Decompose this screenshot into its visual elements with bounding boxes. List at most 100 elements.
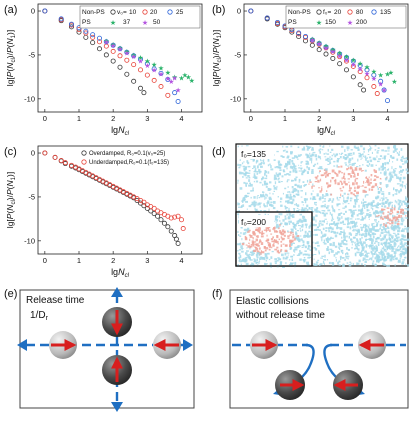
particle-dot [374,247,376,249]
data-point: ★ [316,40,322,48]
particle-dot [259,231,262,234]
legend-entry: 80 [356,9,364,16]
particle-dot [296,246,299,249]
particle-dot [264,170,267,174]
particle-dot [354,201,357,205]
particle-dot [394,228,398,230]
data-point: ★ [330,48,336,56]
particle-dot [258,226,261,229]
particle-dot [352,229,354,232]
particle-dot [364,260,367,263]
particle-dot [265,227,268,230]
particle-dot [370,246,373,250]
particle-dot [287,237,290,239]
data-point: ★ [371,75,377,83]
particle-dot [290,231,292,234]
particle-dot [244,257,247,260]
particle-dot [261,230,263,233]
particle-dot [295,228,297,230]
particle-dot [253,175,256,178]
particle-dot [326,248,329,251]
particle-dot [388,179,391,183]
particle-dot [306,261,309,265]
particle-dot [329,226,332,230]
particle-dot [347,222,351,225]
particle-dot [329,248,333,250]
particle-dot [258,169,261,172]
particle-dot [381,202,385,205]
particle-dot [259,241,261,243]
panel-c-xlabel: lgNcl [111,267,130,279]
particle-dot [319,170,321,172]
particle-dot [337,261,339,265]
particle-dot [380,223,383,225]
particle-dot [401,241,403,245]
particle-dot [403,245,405,249]
particle-dot [285,244,287,247]
particle-dot [365,233,368,235]
particle-dot [273,177,276,181]
particle-dot [357,244,360,247]
particle-dot [281,175,284,178]
particle-dot [381,205,383,208]
particle-dot [245,177,248,179]
particle-dot [380,231,384,234]
particle-dot [371,205,375,207]
particle-dot [376,207,380,209]
particle-dot [249,264,253,266]
particle-dot [280,197,283,200]
particle-dot [368,214,372,217]
particle-dot [273,201,276,204]
particle-dot [287,160,290,164]
data-point [58,157,64,163]
particle-dot [306,161,309,164]
particle-dot [312,164,315,167]
data-point [330,48,336,54]
particle-dot [405,204,408,207]
particle-dot [285,150,289,153]
particle-dot [257,202,260,206]
particle-dot [288,207,290,211]
particle-dot [245,184,247,187]
particle-dot [239,253,241,256]
data-point [117,64,123,70]
particle-dot [268,208,270,212]
particle-dot [269,188,272,191]
particle-dot [266,238,270,241]
data-point [173,236,179,242]
particle-dot [382,162,385,165]
particle-dot [286,252,290,254]
particle-dot [295,232,298,236]
particle-dot [333,221,336,224]
particle-dot [376,224,378,227]
data-point: ★ [357,60,363,68]
particle-dot [384,227,387,230]
particle-dot [393,187,395,190]
particle-dot [339,255,342,259]
particle-dot [347,196,349,198]
particle-dot [376,256,378,259]
particle-dot [329,145,331,147]
particle-dot [317,167,321,170]
particle-dot [250,243,254,246]
particle-dot [243,181,246,184]
particle-dot [300,230,302,232]
particle-dot [293,166,296,170]
particle-dot [280,204,283,207]
particle-dot [348,167,350,170]
particle-dot [244,173,247,177]
particle-dot [284,249,288,252]
particle-dot [284,215,287,218]
x-tick-label: 3 [145,256,149,265]
particle-dot [319,166,323,169]
arrow-up-icon [111,287,123,297]
particle-dot [303,257,306,259]
particle-dot [375,238,378,241]
particle-dot [349,152,352,155]
particle-dot [337,199,340,201]
particle-dot [399,176,402,179]
particle-dot [362,248,365,252]
particle-dot [276,185,278,188]
particle-dot [285,262,287,265]
particle-dot [309,249,312,251]
